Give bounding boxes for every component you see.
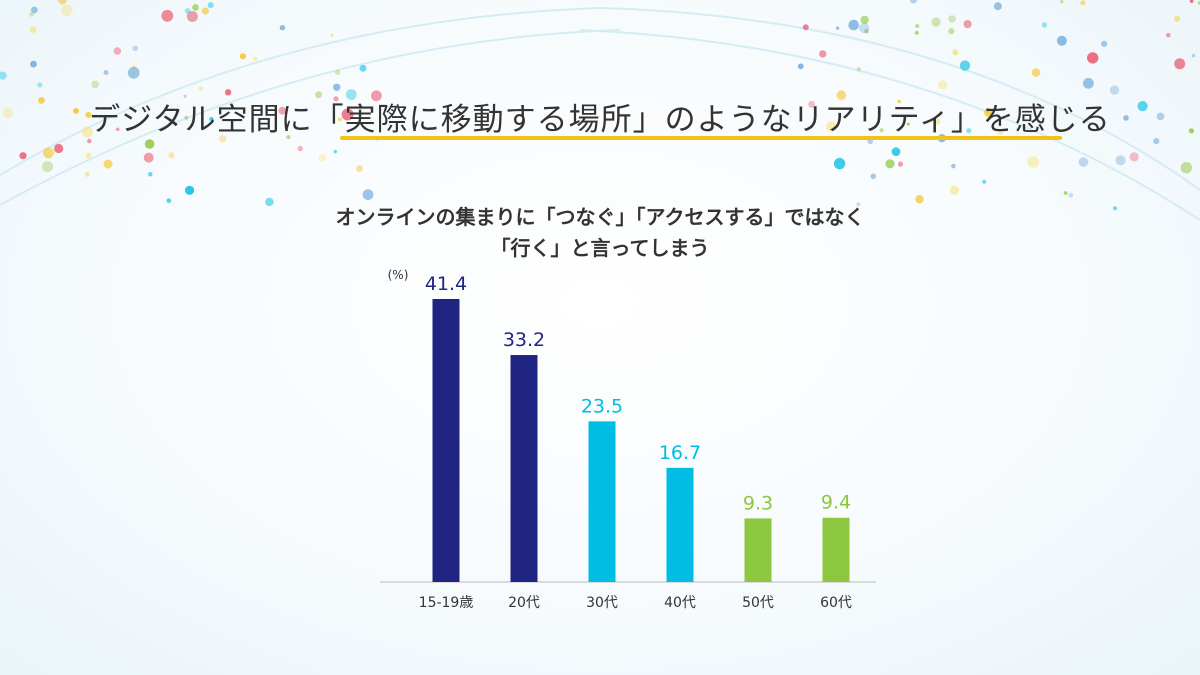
- category-label-4: 40代: [664, 595, 696, 611]
- page-title: デジタル空間に「実際に移動する場所」のようなリアリティ」を感じる: [89, 102, 1111, 138]
- category-label-2: 20代: [508, 595, 540, 611]
- unit-label: (%): [388, 268, 409, 282]
- value-label-1: 41.4: [425, 273, 467, 295]
- value-label-4: 16.7: [659, 442, 701, 464]
- bar-6: [822, 517, 850, 582]
- title-underline: [340, 136, 1062, 140]
- chart-title-line-2: 「行く」と言ってしまう: [490, 236, 710, 260]
- bar-3: [588, 421, 616, 582]
- category-label-1: 15-19歳: [419, 595, 474, 611]
- bar-1: [432, 299, 460, 582]
- bar-4: [666, 467, 694, 582]
- value-label-2: 33.2: [503, 329, 545, 351]
- value-label-3: 23.5: [581, 395, 623, 417]
- value-label-6: 9.4: [821, 492, 851, 514]
- bar-2: [510, 355, 538, 582]
- category-label-3: 30代: [586, 595, 618, 611]
- category-label-5: 50代: [742, 595, 774, 611]
- value-label-5: 9.3: [743, 492, 773, 514]
- bar-5: [744, 518, 772, 582]
- category-label-6: 60代: [820, 595, 852, 611]
- chart-title-line-1: オンラインの集まりに「つなぐ」「アクセスする」ではなく: [335, 205, 865, 229]
